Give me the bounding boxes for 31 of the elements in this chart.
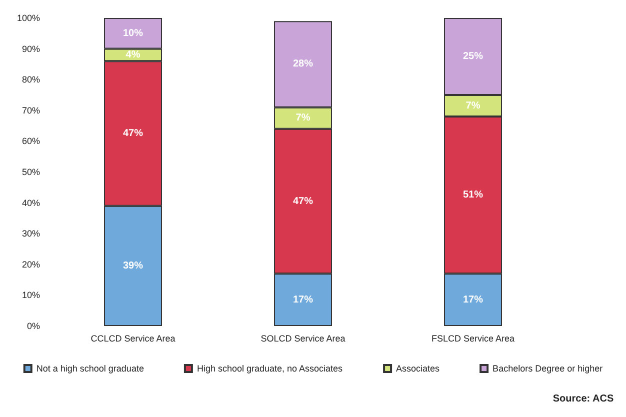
y-tick-label: 70%: [22, 105, 40, 116]
y-tick-label: 50%: [22, 167, 40, 177]
data-label: 10%: [122, 28, 144, 39]
data-label: 17%: [462, 294, 484, 306]
source-note: Source: ACS: [552, 394, 614, 404]
data-label: 7%: [296, 112, 310, 124]
data-label: 4%: [126, 49, 140, 60]
legend-label: Associates: [396, 364, 440, 374]
x-tick-label: CCLCD Service Area: [90, 334, 176, 344]
y-tick-label: 10%: [22, 290, 40, 300]
data-label: 25%: [462, 51, 484, 62]
x-tick-label: SOLCD Service Area: [260, 334, 346, 344]
y-tick-label: 20%: [22, 259, 40, 270]
data-label: 7%: [466, 100, 480, 112]
y-tick-label: 60%: [22, 136, 40, 146]
x-tick-label: FSLCD Service Area: [431, 334, 515, 344]
legend-label: Not a high school graduate: [36, 364, 144, 374]
y-tick-label: 40%: [22, 198, 40, 208]
data-label: 51%: [462, 190, 484, 201]
legend-label: Bachelors Degree or higher: [492, 364, 603, 374]
data-label: 39%: [122, 260, 144, 272]
y-tick-label: 100%: [16, 13, 40, 23]
data-label: 47%: [122, 128, 144, 139]
data-label: 28%: [292, 58, 314, 70]
legend-label: High school graduate, no Associates: [196, 364, 344, 374]
y-tick-label: 0%: [26, 321, 40, 331]
y-tick-label: 90%: [22, 44, 40, 54]
data-label: 17%: [292, 294, 314, 306]
y-tick-label: 30%: [22, 228, 40, 239]
y-tick-label: 80%: [22, 74, 40, 85]
data-label: 47%: [292, 196, 314, 207]
